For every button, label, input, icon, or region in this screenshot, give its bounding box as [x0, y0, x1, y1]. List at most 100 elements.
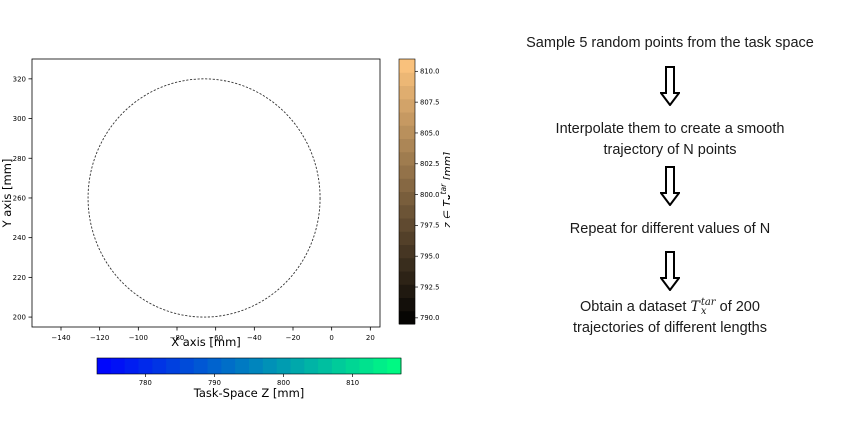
colorbar-label: Task-Space Z [mm]	[193, 386, 305, 400]
x-tick-label: 20	[366, 334, 375, 342]
y-tick-label: 280	[13, 155, 26, 163]
colorbar-segment	[399, 59, 415, 73]
colorbar-tick-label: 795.0	[420, 253, 439, 261]
x-tick-label: −100	[129, 334, 148, 342]
colorbar-segment	[193, 358, 209, 374]
x-tick-label: −40	[247, 334, 262, 342]
colorbar-segment	[97, 358, 112, 374]
step-sample-points: Sample 5 random points from the task spa…	[470, 33, 851, 54]
trajectory-plot: −140 −120 −100 −80 −60 −40 −20 0 20 200 220 240 260 2…	[0, 58, 450, 400]
colorbar-segment	[345, 358, 361, 374]
colorbar-frame	[398, 58, 416, 325]
colorbar-segment	[179, 358, 195, 374]
colorbar-tick-label: 790.0	[420, 314, 439, 322]
y-tick-label: 220	[13, 274, 26, 282]
colorbar-segment	[399, 85, 415, 100]
step-repeat: Repeat for different values of N	[470, 219, 851, 240]
math-sub: x	[700, 306, 707, 317]
down-arrow-icon	[660, 251, 680, 291]
x-tick-label: −20	[286, 334, 301, 342]
colorbar-segment	[399, 310, 415, 325]
colorbar-segment	[399, 271, 415, 285]
x-tick-label: −60	[208, 334, 223, 342]
colorbar-segment	[262, 358, 278, 374]
x-tick-label: −120	[90, 334, 109, 342]
colorbar-tick-label: 780	[139, 379, 152, 387]
colorbar-tick-label: 792.5	[420, 283, 439, 291]
x-tick-label: −140	[51, 334, 70, 342]
step-suffix: of 200	[719, 299, 760, 315]
colorbar-segment	[399, 244, 415, 259]
plot-frame	[31, 58, 381, 328]
colorbar-tick-label: 797.5	[420, 222, 439, 230]
x-tick-label: 0	[329, 334, 333, 342]
colorbar-tick-label: 810	[346, 379, 359, 387]
colorbar-segment	[399, 165, 415, 179]
y-tick-label: 240	[13, 234, 26, 242]
y-tick-label: 260	[13, 194, 26, 202]
colorbar-segment	[110, 358, 126, 374]
colorbar-segment	[399, 257, 415, 272]
colorbar-segment	[304, 358, 319, 374]
colorbar-segment	[249, 358, 264, 374]
colorbar-segment	[399, 98, 415, 113]
colorbar-segment	[387, 358, 402, 374]
step-text-line: Repeat for different values of N	[569, 221, 771, 237]
step-interpolate: Interpolate them to create a smooth traj…	[470, 119, 851, 161]
colorbar-tick-label: 807.5	[420, 98, 439, 106]
colorbar-tick-label: 805.0	[420, 129, 439, 137]
colorbar-segment	[399, 151, 415, 166]
y-tick-label: 200	[13, 314, 26, 322]
colorbar-segment	[359, 358, 374, 374]
step-prefix: Obtain a dataset	[580, 299, 687, 315]
y-tick-label: 300	[13, 115, 26, 123]
down-arrow-icon	[660, 66, 680, 106]
colorbar-tick-label: 802.5	[420, 160, 439, 168]
colorbar-segment	[290, 358, 305, 374]
y-axis-label: Y axis [mm]	[0, 159, 14, 229]
colorbar-segment	[138, 358, 153, 374]
x-axis-label: X axis [mm]	[171, 335, 241, 349]
colorbar-segment	[399, 138, 415, 153]
colorbar-tick-label: 790	[208, 379, 221, 387]
colorbar-segment	[399, 284, 415, 298]
colorbar-segment	[276, 358, 291, 374]
math-sup: tar	[700, 297, 716, 308]
colorbar-tick-label: 800	[277, 379, 290, 387]
colorbar-label: z ∈ Txtar [mm]	[439, 152, 450, 229]
colorbar-segment	[399, 204, 415, 219]
workflow-diagram: Sample 5 random points from the task spa…	[470, 0, 851, 429]
colorbar-segment	[399, 72, 415, 86]
colorbar-segment	[399, 297, 415, 312]
colorbar-segment	[331, 358, 347, 374]
x-tick-label: −80	[170, 334, 185, 342]
colorbar-segment	[166, 358, 181, 374]
colorbar-segment	[399, 191, 415, 206]
colorbar-segment	[399, 125, 415, 139]
colorbar-segment	[235, 358, 250, 374]
step-text-line: trajectory of N points	[603, 142, 737, 158]
step-text-line: Sample 5 random points from the task spa…	[526, 35, 814, 51]
colorbar-segment	[124, 358, 139, 374]
colorbar-segment	[399, 112, 415, 126]
down-arrow-icon	[660, 166, 680, 206]
math-base: T	[690, 299, 700, 315]
colorbar-segment	[152, 358, 167, 374]
step-text-line: trajectories of different lengths	[573, 320, 767, 336]
colorbar-segment	[399, 231, 415, 245]
colorbar-segment	[399, 218, 415, 232]
colorbar-segment	[207, 358, 222, 374]
trajectory-circle	[87, 78, 321, 318]
colorbar-segment	[373, 358, 388, 374]
colorbar-segment	[399, 178, 415, 192]
colorbar-segment	[318, 358, 333, 374]
colorbar-tick-label: 800.0	[420, 191, 439, 199]
colorbar-tick-label: 810.0	[420, 68, 439, 76]
colorbar-segment	[221, 358, 236, 374]
step-text-line: Interpolate them to create a smooth	[555, 121, 785, 137]
y-tick-label: 320	[13, 75, 26, 83]
colorbar-frame	[96, 357, 402, 375]
